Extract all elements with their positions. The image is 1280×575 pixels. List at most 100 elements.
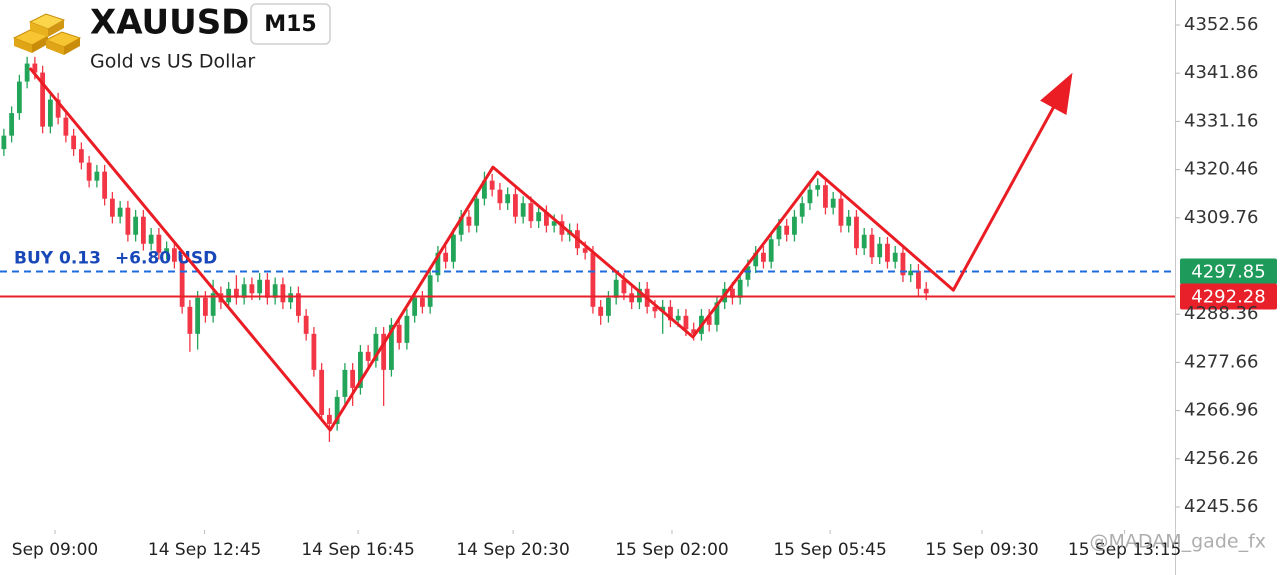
candle-body: [32, 63, 38, 73]
candle-body: [280, 284, 286, 303]
candle-body: [342, 369, 348, 397]
candle-body: [830, 198, 836, 208]
candle-body: [109, 198, 115, 217]
candle-body: [900, 252, 906, 276]
timeframe-box[interactable]: [250, 3, 331, 45]
candle-body: [892, 252, 898, 262]
y-tick-label: 4352.56: [1184, 14, 1258, 35]
candle-body: [117, 207, 123, 217]
candle-body: [544, 212, 549, 226]
candle-body: [854, 216, 859, 249]
candle-body: [528, 203, 534, 222]
candle-body: [838, 198, 844, 226]
candle-body: [497, 189, 503, 204]
candle-body: [148, 234, 154, 244]
y-tick-label: 4256.26: [1184, 448, 1258, 469]
candles: [1, 56, 929, 442]
candle-body: [71, 135, 77, 150]
candle-body: [451, 234, 456, 262]
candle-body: [582, 248, 588, 253]
candle-body: [210, 293, 216, 316]
candle-body: [435, 252, 441, 276]
candle-body: [16, 81, 22, 114]
candle-body: [24, 63, 30, 82]
candle-body: [613, 279, 619, 298]
position-profit: +6.80 USD: [115, 248, 217, 268]
zigzag-line: [28, 67, 1071, 432]
price-label-box: [1180, 283, 1277, 310]
candle-body: [590, 252, 596, 307]
candle-body: [381, 333, 387, 370]
candle-body: [706, 315, 712, 325]
subtitle: Gold vs US Dollar: [90, 51, 255, 73]
candle-body: [295, 293, 301, 316]
price-label: 4292.28: [1191, 287, 1265, 308]
candle-body: [264, 279, 270, 298]
candle-body: [202, 297, 208, 316]
candle-body: [94, 171, 100, 181]
candle-body: [187, 306, 193, 334]
candle-body: [489, 180, 495, 190]
candle-body: [691, 329, 697, 334]
candle-body: [78, 149, 84, 163]
candle-body: [745, 266, 751, 280]
watermark: @MADAM_gade_fx: [1090, 531, 1266, 553]
candle-body: [753, 252, 759, 267]
candle-body: [908, 270, 914, 276]
axes: 4352.56 4341.86 4331.16 4320.46 4309.76 4288.…: [12, 14, 1259, 560]
timeframe[interactable]: M15: [264, 12, 317, 37]
x-tick-label: Sep 09:00: [12, 540, 98, 560]
candle-body: [885, 243, 890, 262]
candle-body: [133, 216, 139, 235]
candle-body: [877, 243, 883, 258]
candle-body: [621, 279, 627, 294]
candle-body: [9, 113, 15, 136]
candle-body: [412, 297, 418, 316]
candle-body: [683, 315, 689, 330]
y-tick-label: 4266.96: [1184, 400, 1258, 421]
candle-body: [714, 302, 720, 325]
candle-body: [288, 293, 294, 303]
arrow-head: [1040, 72, 1073, 115]
candle-body: [350, 369, 356, 388]
y-tick-label: 4288.36: [1184, 303, 1258, 324]
y-tick-label: 4341.86: [1184, 62, 1258, 83]
candle-body: [598, 306, 604, 316]
candle-body: [319, 369, 325, 415]
candle-body: [1, 135, 7, 150]
candle-body: [652, 306, 658, 312]
candle-body: [40, 72, 46, 127]
candle-body: [792, 216, 797, 235]
candle-body: [164, 248, 170, 253]
candle-body: [249, 284, 255, 294]
drawings: [28, 67, 1073, 432]
candle-body: [156, 234, 162, 253]
candle-body: [47, 99, 53, 127]
y-tick-label: 4320.46: [1184, 159, 1258, 180]
candle-body: [86, 162, 92, 181]
candle-body: [420, 297, 425, 307]
symbol-title: XAUUSD: [90, 3, 249, 43]
candle-body: [776, 225, 782, 240]
candle-body: [427, 275, 433, 307]
y-tick-label: 4245.56: [1184, 496, 1258, 517]
candle-body: [179, 261, 185, 307]
candle-body: [257, 279, 263, 294]
candle-body: [171, 248, 177, 262]
candle-body: [396, 324, 402, 343]
candle-body: [923, 288, 929, 294]
candle-body: [784, 225, 790, 235]
candle-body: [815, 185, 821, 190]
candle-body: [303, 315, 309, 334]
candle-body: [737, 279, 743, 298]
candle-body: [629, 293, 635, 303]
y-tick-label: 4309.76: [1184, 207, 1258, 228]
candle-body: [334, 396, 340, 424]
candle-body: [358, 351, 363, 388]
candle-body: [140, 216, 146, 244]
candle-body: [520, 203, 526, 217]
candle-body: [389, 324, 394, 370]
candle-body: [559, 221, 565, 235]
price-label-box: [1180, 258, 1277, 285]
candle-body: [807, 189, 813, 204]
